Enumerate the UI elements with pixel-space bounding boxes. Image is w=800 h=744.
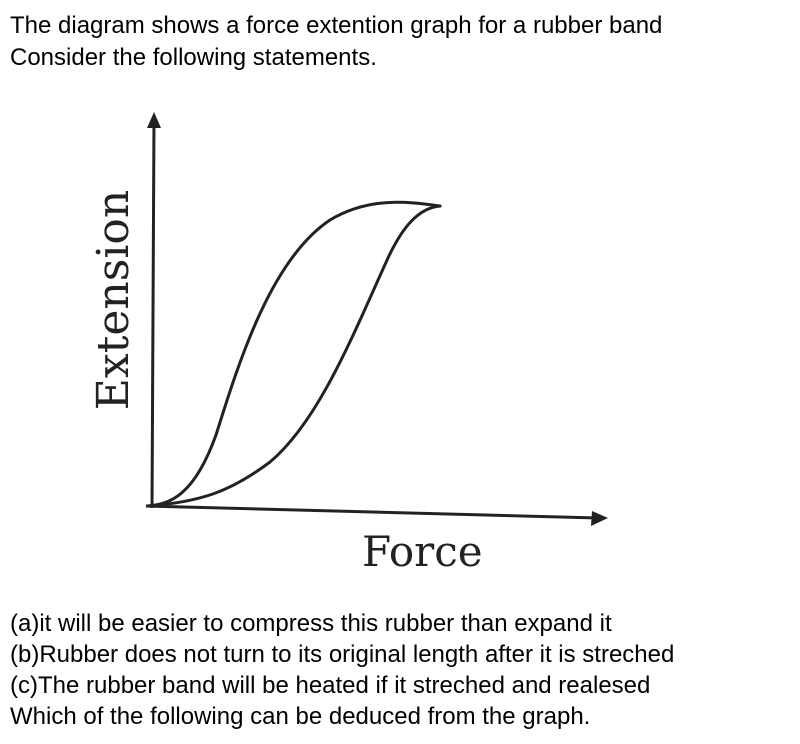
question-intro: The diagram shows a force extention grap… [10,10,662,74]
question-line-2: Consider the following statements. [10,44,377,71]
statement-c: (c)The rubber band will be heated if it … [10,672,651,699]
x-axis-arrowhead [591,511,608,526]
x-axis [145,504,599,520]
y-axis-arrowhead [147,112,161,128]
statement-a: (a)it will be easier to compress this ru… [10,610,612,637]
statement-b: (b)Rubber does not turn to its original … [10,641,675,668]
question-prompt: Which of the following can be deduced fr… [10,703,591,730]
statements-list: (a)it will be easier to compress this ru… [10,608,674,732]
unloading-curve [146,204,442,508]
force-extension-diagram: Extension Force [70,100,630,580]
question-line-1: The diagram shows a force extention grap… [10,12,663,39]
loading-curve [146,200,442,508]
y-axis [150,119,156,509]
y-axis-label: Extension [88,190,139,410]
x-axis-label: Force [362,527,483,576]
